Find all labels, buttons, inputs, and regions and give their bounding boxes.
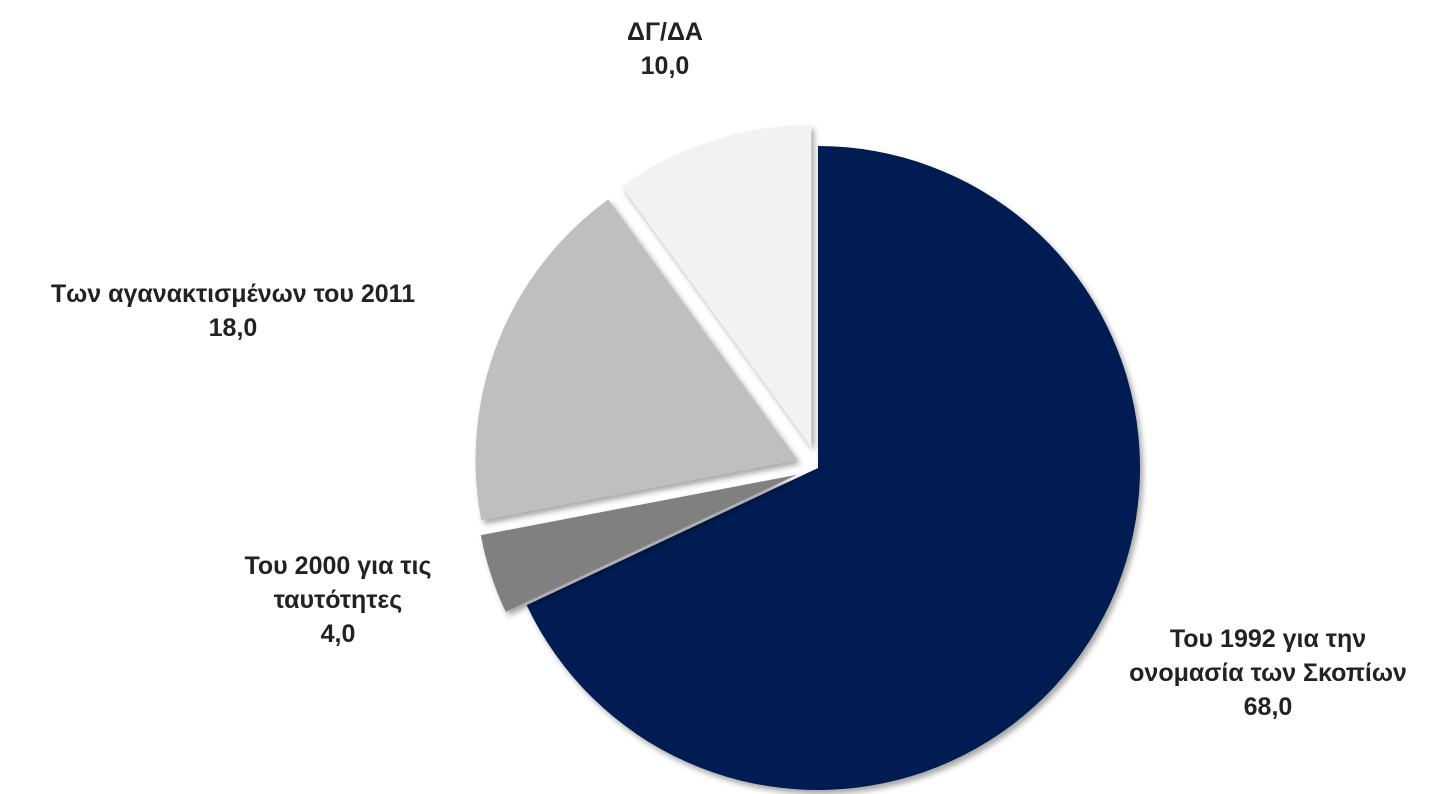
slice-value: 18,0 (209, 314, 258, 342)
slice-value: 68,0 (1244, 693, 1293, 721)
slice-label-0: Του 1992 για την ονομασία των Σκοπίων 68,0 (1129, 625, 1407, 721)
pie-labels: Του 1992 για την ονομασία των Σκοπίων 68,0… (51, 18, 1407, 721)
slice-value: 4,0 (321, 620, 356, 648)
slice-label-line: ΔΓ/ΔΑ (627, 18, 703, 46)
slice-label-line: Των αγανακτισμένων του 2011 (51, 280, 415, 308)
slice-label-3: ΔΓ/ΔΑ 10,0 (627, 18, 703, 80)
slice-value: 10,0 (641, 52, 690, 80)
slice-label-line: Του 1992 για την (1170, 625, 1366, 653)
slice-label-line: ονομασία των Σκοπίων (1129, 659, 1407, 687)
pie-slice-3 (621, 125, 812, 448)
slice-label-line: ταυτότητες (274, 586, 403, 614)
pie-slices (475, 125, 1140, 790)
slice-label-1: Του 2000 για τις ταυτότητες 4,0 (244, 552, 431, 648)
slice-label-2: Των αγανακτισμένων του 2011 18,0 (51, 280, 415, 342)
pie-slice-2 (475, 199, 798, 521)
pie-slice-0 (526, 146, 1140, 790)
pie-slice-1 (480, 474, 798, 612)
slice-label-line: Του 2000 για τις (244, 552, 431, 580)
